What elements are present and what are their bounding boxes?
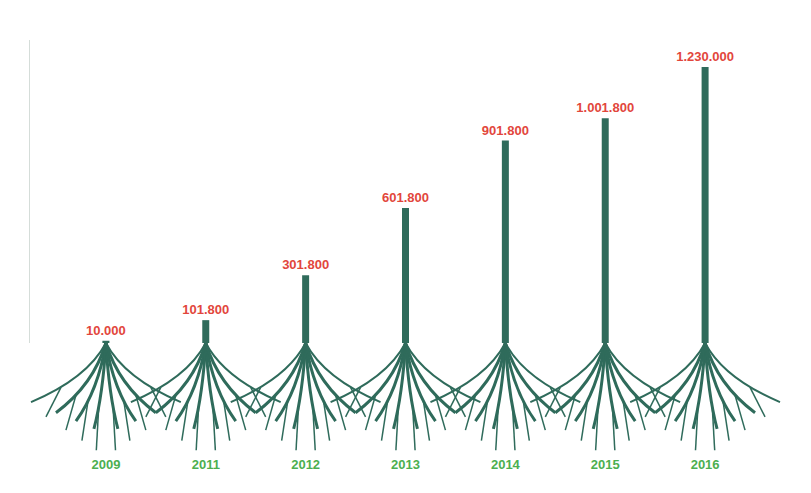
svg-text:1.230.000: 1.230.000 <box>676 49 734 64</box>
svg-text:2012: 2012 <box>291 457 320 472</box>
svg-text:2009: 2009 <box>91 457 120 472</box>
svg-text:1.001.800: 1.001.800 <box>576 100 634 115</box>
svg-text:901.800: 901.800 <box>482 123 529 138</box>
svg-text:601.800: 601.800 <box>382 190 429 205</box>
svg-text:2014: 2014 <box>491 457 521 472</box>
svg-text:2013: 2013 <box>391 457 420 472</box>
svg-text:2015: 2015 <box>591 457 620 472</box>
svg-text:10.000: 10.000 <box>86 323 126 338</box>
svg-text:301.800: 301.800 <box>282 257 329 272</box>
svg-text:2016: 2016 <box>691 457 720 472</box>
svg-text:2011: 2011 <box>192 457 220 472</box>
svg-text:101.800: 101.800 <box>182 302 229 317</box>
